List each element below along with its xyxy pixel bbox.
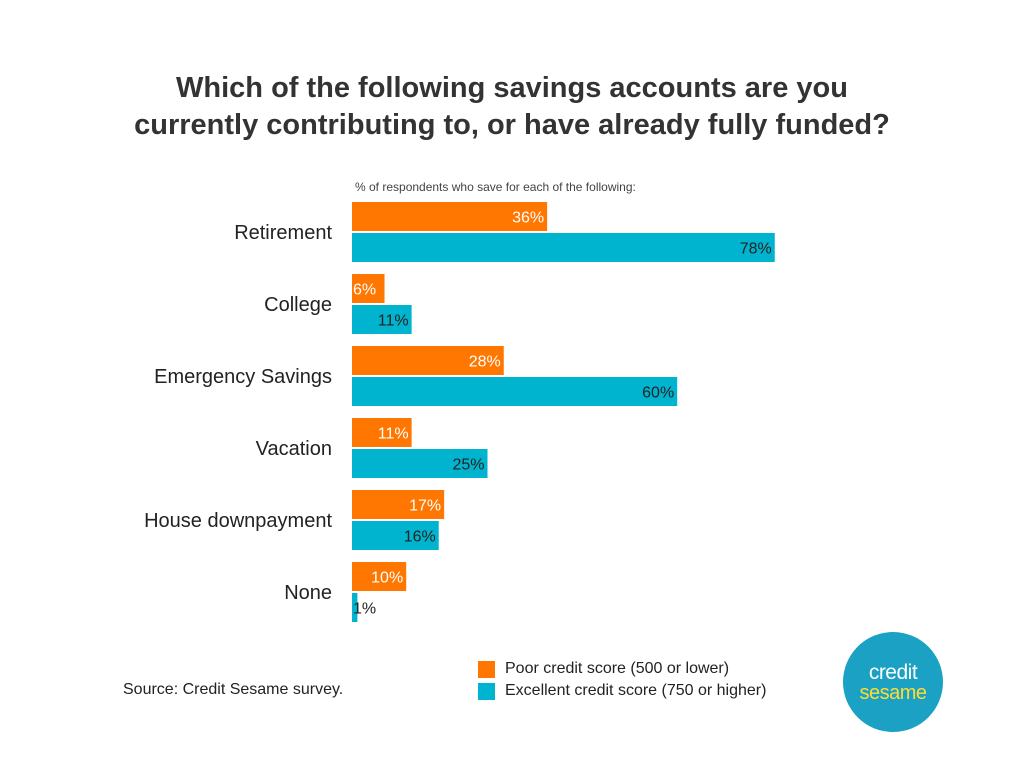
bar-excellent [352, 593, 358, 622]
category-label: House downpayment [144, 510, 332, 532]
bar-excellent [352, 449, 488, 478]
data-label: 60% [642, 385, 674, 402]
category-label: College [264, 294, 332, 316]
data-label: 11% [378, 426, 409, 443]
logo-text-sesame: sesame [859, 681, 927, 704]
chart-title-line-2: currently contributing to, or have alrea… [134, 109, 890, 141]
data-label: 78% [740, 241, 772, 258]
legend-swatch-excellent [478, 682, 495, 700]
category-label: Vacation [256, 438, 332, 460]
data-label: 1% [353, 601, 376, 618]
legend-item-excellent: Excellent credit score (750 or higher) [478, 680, 766, 702]
bar-excellent [352, 305, 412, 334]
bar-poor [352, 562, 407, 591]
data-label: 16% [404, 529, 436, 546]
data-label: 17% [409, 498, 441, 515]
bar-excellent [352, 521, 439, 550]
source-note: Source: Credit Sesame survey. [123, 681, 344, 698]
category-label: Emergency Savings [154, 366, 332, 388]
bar-poor [352, 274, 385, 303]
bar-poor [352, 490, 445, 519]
bar-excellent [352, 377, 678, 406]
legend-label-poor: Poor credit score (500 or lower) [505, 660, 730, 677]
bar-poor [352, 202, 548, 231]
bar-poor [352, 346, 504, 375]
data-label: 11% [378, 313, 409, 330]
data-label: 25% [452, 457, 484, 474]
chart-legend: Poor credit score (500 or lower) Excelle… [478, 658, 766, 702]
legend-label-excellent: Excellent credit score (750 or higher) [505, 682, 767, 699]
bar-excellent [352, 233, 775, 262]
legend-item-poor: Poor credit score (500 or lower) [478, 658, 766, 680]
category-label: None [284, 582, 332, 604]
logo-text-credit: credit [868, 660, 918, 684]
data-label: 28% [469, 354, 501, 371]
data-label: 6% [353, 282, 376, 299]
data-label: 10% [371, 570, 403, 587]
legend-swatch-poor [478, 660, 495, 678]
bar-poor [352, 418, 412, 447]
chart-title: Which of the following savings accounts … [0, 70, 1024, 144]
credit-sesame-logo: credit sesame [843, 632, 943, 732]
chart-title-line-1: Which of the following savings accounts … [176, 72, 848, 104]
data-label: 36% [512, 210, 544, 227]
category-label: Retirement [234, 222, 332, 244]
chart-subtitle: % of respondents who save for each of th… [355, 180, 636, 194]
